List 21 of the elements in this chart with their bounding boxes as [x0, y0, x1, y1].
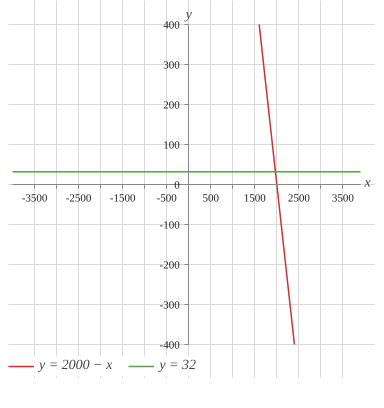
- x-tick-label: 3500: [332, 192, 354, 204]
- x-tick-label: -500: [156, 192, 178, 204]
- legend-label: y = 2000 − x: [39, 358, 112, 374]
- x-tick-label: 2500: [288, 192, 310, 204]
- y-tick-label: 0: [174, 180, 180, 192]
- x-tick-label: 1500: [244, 192, 266, 204]
- y-tick-label: -200: [160, 260, 180, 272]
- y-tick-label: 300: [163, 60, 180, 72]
- x-tick-label: -1500: [110, 192, 136, 204]
- legend-label: y = 32: [159, 358, 196, 374]
- x-tick-label: -2500: [66, 192, 92, 204]
- x-tick-label: -3500: [22, 192, 48, 204]
- y-axis-title: y: [184, 8, 193, 22]
- y-tick-label: 400: [163, 20, 180, 32]
- x-tick-label: 500: [202, 192, 220, 204]
- y-tick-label: -400: [160, 340, 180, 352]
- y-tick-label: 200: [163, 100, 180, 112]
- y-tick-label: -300: [160, 300, 180, 312]
- y-tick-label: 100: [163, 140, 180, 152]
- y-tick-label: -100: [160, 220, 180, 232]
- x-axis-title: x: [364, 176, 372, 190]
